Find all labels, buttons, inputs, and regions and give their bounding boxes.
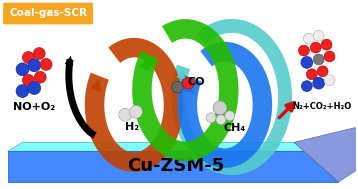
- Circle shape: [40, 58, 52, 70]
- Circle shape: [28, 59, 41, 72]
- Circle shape: [299, 45, 309, 56]
- Circle shape: [301, 57, 313, 68]
- Circle shape: [324, 51, 335, 62]
- Circle shape: [317, 66, 328, 77]
- Text: H₂: H₂: [125, 122, 139, 132]
- Circle shape: [16, 85, 29, 98]
- Circle shape: [213, 101, 227, 115]
- FancyBboxPatch shape: [3, 3, 93, 24]
- Circle shape: [313, 54, 324, 65]
- Circle shape: [28, 82, 41, 94]
- Text: CO: CO: [188, 77, 205, 87]
- Polygon shape: [8, 142, 338, 151]
- Circle shape: [33, 48, 45, 60]
- Circle shape: [119, 108, 131, 121]
- Circle shape: [303, 33, 314, 44]
- Polygon shape: [294, 128, 355, 182]
- Circle shape: [306, 69, 317, 80]
- Circle shape: [324, 75, 335, 86]
- Circle shape: [34, 71, 46, 83]
- Circle shape: [23, 52, 34, 63]
- Circle shape: [313, 30, 324, 41]
- Text: CH₄: CH₄: [224, 123, 246, 132]
- Circle shape: [183, 77, 194, 89]
- Text: Coal-gas-SCR: Coal-gas-SCR: [9, 8, 87, 18]
- Circle shape: [16, 63, 29, 76]
- Text: NO+O₂: NO+O₂: [13, 102, 55, 112]
- Circle shape: [216, 115, 226, 125]
- Text: N₂+CO₂+H₂O: N₂+CO₂+H₂O: [292, 102, 351, 111]
- Text: Cu-ZSM-5: Cu-ZSM-5: [127, 157, 224, 175]
- Circle shape: [171, 81, 183, 93]
- Circle shape: [310, 42, 321, 53]
- Circle shape: [321, 39, 332, 50]
- Circle shape: [313, 77, 325, 89]
- Circle shape: [225, 111, 235, 121]
- Circle shape: [130, 105, 142, 118]
- Circle shape: [206, 113, 216, 123]
- Polygon shape: [8, 151, 338, 182]
- Circle shape: [23, 74, 34, 86]
- Circle shape: [301, 81, 312, 91]
